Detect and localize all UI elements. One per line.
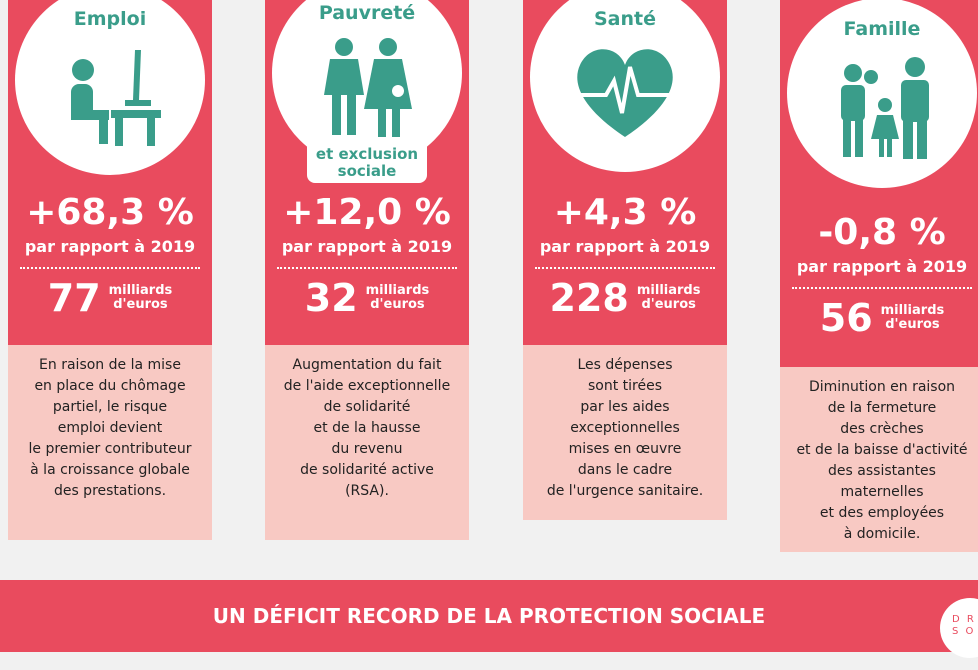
description-line: partiel, le risque	[52, 399, 168, 415]
icon-circle	[272, 0, 462, 168]
unit-line: d'euros	[113, 297, 168, 312]
comparison: par rapport à 2019	[796, 257, 968, 276]
separator	[20, 267, 200, 269]
card-description: Les dépenses sont tirées par les aides exce…	[523, 345, 727, 520]
unit-line: milliards	[108, 283, 173, 298]
icon	[324, 38, 412, 137]
card-title: Famille	[843, 18, 921, 40]
description-line: des prestations.	[53, 483, 167, 499]
description-line: et de la baisse d'activité	[796, 442, 968, 458]
comparison: par rapport à 2019	[539, 237, 711, 256]
unit-line: milliards	[365, 283, 430, 298]
amount-unit: milliards d'euros	[637, 284, 701, 312]
description-line: à la croissance globale	[30, 462, 190, 478]
card-subtitle: et exclusion sociale	[307, 146, 427, 183]
description-line: Diminution en raison	[808, 379, 956, 395]
unit-line: milliards	[880, 303, 945, 318]
card-description: Augmentation du fait de l'aide exceptionn…	[265, 345, 469, 540]
description-line: de solidarité	[323, 399, 411, 415]
change-value: +4,3 %	[553, 192, 697, 233]
description-line: de la fermeture	[827, 400, 937, 416]
amount-unit: milliards d'euros	[366, 284, 430, 312]
banner: UN DÉFICIT RECORD DE LA PROTECTION SOCIA…	[0, 580, 978, 652]
separator	[535, 267, 715, 269]
description-line: par les aides	[580, 399, 670, 415]
icon	[71, 50, 161, 146]
card: Diminution en raison de la fermeture des c…	[780, 0, 978, 552]
description-line: du revenu	[331, 441, 403, 457]
amount-unit: milliards d'euros	[881, 304, 945, 332]
description-line: de solidarité active	[300, 462, 434, 478]
unit-line: milliards	[636, 283, 701, 298]
amount: 228 milliards d'euros	[523, 276, 727, 320]
description-line: dans le cadre	[577, 462, 673, 478]
card-title: Santé	[593, 8, 656, 30]
amount-value: 228	[549, 276, 629, 320]
amount-value: 77	[47, 276, 101, 320]
logo-line: D R	[952, 614, 976, 625]
description-line: en place du chômage	[34, 378, 186, 394]
subtitle-line: sociale	[337, 162, 397, 180]
amount-value: 56	[819, 296, 873, 340]
icon	[841, 57, 929, 159]
banner-title: UN DÉFICIT RECORD DE LA PROTECTION SOCIA…	[212, 604, 766, 628]
unit-line: d'euros	[370, 297, 425, 312]
card: Les dépenses sont tirées par les aides exce…	[523, 0, 727, 520]
card: En raison de la mise en place du chômage p…	[8, 0, 212, 540]
description-line: (RSA).	[345, 483, 389, 499]
description-line: et de la hausse	[313, 420, 421, 436]
description-line: Les dépenses	[577, 357, 673, 373]
subtitle-line: et exclusion	[315, 145, 419, 163]
card-title: Pauvreté	[318, 2, 416, 24]
card-description: En raison de la mise en place du chômage p…	[8, 345, 212, 540]
amount-value: 32	[304, 276, 358, 320]
description-line: des crèches	[840, 421, 924, 437]
card-description: Diminution en raison de la fermeture des c…	[780, 367, 978, 552]
card: Augmentation du fait de l'aide exceptionn…	[265, 0, 469, 540]
icon-circle	[15, 0, 205, 175]
description-line: exceptionnelles	[570, 420, 680, 436]
description-line: de l'aide exceptionnelle	[283, 378, 451, 394]
description-line: à domicile.	[843, 526, 921, 542]
description-line: mises en œuvre	[568, 441, 682, 457]
unit-line: d'euros	[641, 297, 696, 312]
description-line: Augmentation du fait	[292, 357, 442, 373]
separator	[792, 287, 972, 289]
change-value: -0,8 %	[818, 212, 946, 253]
description-line: des assistantes	[828, 463, 936, 479]
description-line: et des employées	[819, 505, 945, 521]
logo-line: S O	[952, 626, 976, 637]
description-line: En raison de la mise	[39, 357, 181, 373]
description-line: de l'urgence sanitaire.	[546, 483, 704, 499]
card-title: Emploi	[73, 8, 147, 30]
description-line: sont tirées	[587, 378, 663, 394]
comparison: par rapport à 2019	[24, 237, 196, 256]
comparison: par rapport à 2019	[281, 237, 453, 256]
description-line: maternelles	[840, 484, 924, 500]
change-value: +12,0 %	[283, 192, 451, 233]
amount: 56 milliards d'euros	[780, 296, 978, 340]
description-line: emploi devient	[57, 420, 163, 436]
separator	[277, 267, 457, 269]
change-value: +68,3 %	[26, 192, 194, 233]
icon	[577, 49, 673, 137]
amount: 32 milliards d'euros	[265, 276, 469, 320]
amount: 77 milliards d'euros	[8, 276, 212, 320]
unit-line: d'euros	[885, 317, 940, 332]
description-line: le premier contributeur	[28, 441, 192, 457]
amount-unit: milliards d'euros	[109, 284, 173, 312]
